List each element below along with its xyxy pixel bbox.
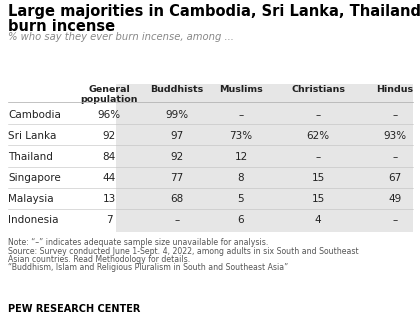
Text: 67: 67: [388, 173, 402, 183]
Text: 92: 92: [171, 152, 184, 162]
Text: Malaysia: Malaysia: [8, 194, 54, 204]
Text: 13: 13: [102, 194, 116, 204]
Bar: [116, 84, 413, 232]
Text: 15: 15: [311, 173, 325, 183]
Text: –: –: [239, 110, 244, 120]
Text: Source: Survey conducted June 1-Sept. 4, 2022, among adults in six South and Sou: Source: Survey conducted June 1-Sept. 4,…: [8, 247, 359, 255]
Text: Sri Lanka: Sri Lanka: [8, 131, 56, 141]
Text: burn incense: burn incense: [8, 19, 115, 34]
Text: 6: 6: [238, 215, 244, 225]
Text: Indonesia: Indonesia: [8, 215, 58, 225]
Text: Note: “–” indicates adequate sample size unavailable for analysis.: Note: “–” indicates adequate sample size…: [8, 238, 268, 247]
Text: 12: 12: [234, 152, 248, 162]
Text: Large majorities in Cambodia, Sri Lanka, Thailand: Large majorities in Cambodia, Sri Lanka,…: [8, 4, 420, 19]
Text: 77: 77: [171, 173, 184, 183]
Text: 49: 49: [388, 194, 402, 204]
Text: 96%: 96%: [97, 110, 121, 120]
Text: –: –: [315, 110, 320, 120]
Text: Muslims: Muslims: [219, 85, 263, 94]
Text: –: –: [392, 110, 398, 120]
Text: 4: 4: [315, 215, 321, 225]
Text: –: –: [392, 215, 398, 225]
Text: General
population: General population: [80, 85, 138, 104]
Text: Hindus: Hindus: [376, 85, 414, 94]
Text: –: –: [174, 215, 180, 225]
Text: Singapore: Singapore: [8, 173, 61, 183]
Text: 7: 7: [106, 215, 112, 225]
Text: Thailand: Thailand: [8, 152, 53, 162]
Text: PEW RESEARCH CENTER: PEW RESEARCH CENTER: [8, 304, 140, 314]
Text: “Buddhism, Islam and Religious Pluralism in South and Southeast Asia”: “Buddhism, Islam and Religious Pluralism…: [8, 263, 288, 272]
Text: 99%: 99%: [165, 110, 189, 120]
Text: –: –: [315, 152, 320, 162]
Text: Buddhists: Buddhists: [150, 85, 204, 94]
Text: Christians: Christians: [291, 85, 345, 94]
Text: 5: 5: [238, 194, 244, 204]
Text: Cambodia: Cambodia: [8, 110, 61, 120]
Text: 68: 68: [171, 194, 184, 204]
Text: 62%: 62%: [307, 131, 330, 141]
Text: 93%: 93%: [383, 131, 407, 141]
Text: 73%: 73%: [229, 131, 252, 141]
Text: 84: 84: [102, 152, 116, 162]
Text: –: –: [392, 152, 398, 162]
Text: Asian countries. Read Methodology for details.: Asian countries. Read Methodology for de…: [8, 255, 190, 264]
Text: % who say they ever burn incense, among ...: % who say they ever burn incense, among …: [8, 32, 234, 42]
Text: 15: 15: [311, 194, 325, 204]
Text: 44: 44: [102, 173, 116, 183]
Text: 92: 92: [102, 131, 116, 141]
Text: 8: 8: [238, 173, 244, 183]
Text: 97: 97: [171, 131, 184, 141]
